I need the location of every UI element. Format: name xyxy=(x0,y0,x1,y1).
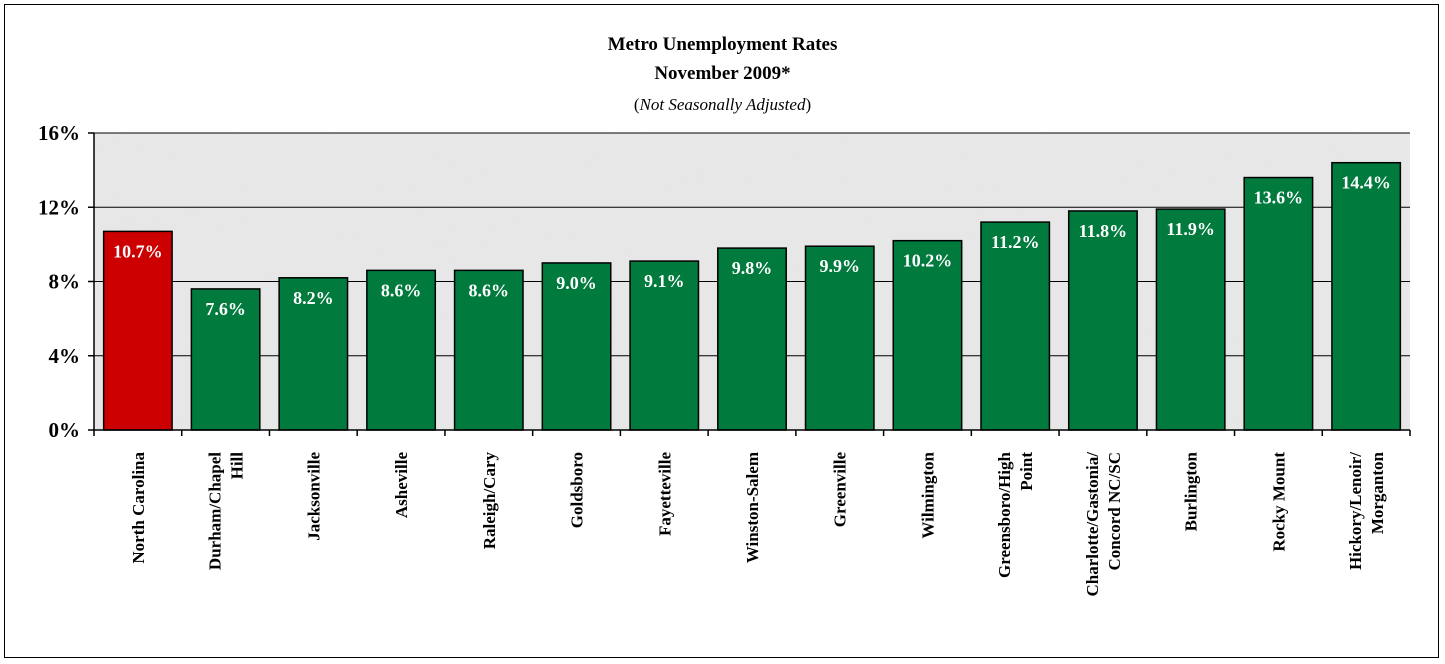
x-category-line: Winston-Salem xyxy=(743,452,762,563)
x-category-label: Goldsboro xyxy=(568,452,587,528)
x-category-label: Charlotte/Gastonia/Concord NC/SC xyxy=(1083,452,1124,597)
x-category-label: Greensboro/High Point xyxy=(995,451,1036,577)
data-label: 9.0% xyxy=(556,273,597,293)
bar xyxy=(1155,208,1226,431)
bar xyxy=(804,245,875,431)
x-category-label: Durham/Chapel Hill xyxy=(206,452,247,570)
x-category-label: Burlington xyxy=(1182,451,1201,531)
x-category-line: Hickory/Lenoir/ xyxy=(1346,452,1365,570)
data-labels: 10.7% 7.6% 8.2% 8.6% 8.6% 9.0% 9.1% 9.8% 9.9% 10.… xyxy=(113,173,1391,319)
data-label: 10.7% xyxy=(113,241,163,261)
x-category-label: Winston-Salem xyxy=(743,452,762,563)
bar xyxy=(1243,176,1314,431)
data-label: 8.6% xyxy=(469,280,510,300)
data-label: 7.6% xyxy=(205,299,246,319)
y-tick-label: 4% xyxy=(49,344,81,368)
bar xyxy=(190,288,261,431)
x-category-line: Greensboro/High xyxy=(995,451,1014,577)
x-category-line: Durham/Chapel xyxy=(206,452,225,570)
x-category-line: Point xyxy=(1017,452,1036,491)
x-category-label: Wilmington xyxy=(918,451,937,538)
data-label: 8.6% xyxy=(381,280,422,300)
x-category-line: North Carolina xyxy=(129,452,148,564)
data-label: 9.8% xyxy=(732,258,773,278)
bar xyxy=(717,247,787,431)
x-category-line: Raleigh/Cary xyxy=(480,452,499,550)
x-category-line: Concord NC/SC xyxy=(1105,452,1124,571)
x-category-label: Jacksonville xyxy=(304,452,323,541)
chart-note-close: ) xyxy=(805,95,812,114)
data-label: 9.1% xyxy=(644,271,685,291)
x-category-label: Asheville xyxy=(392,452,411,519)
data-label: 14.4% xyxy=(1341,173,1391,193)
bars xyxy=(102,161,1402,431)
x-category-label: Raleigh/Cary xyxy=(480,452,499,550)
y-tick-label: 0% xyxy=(49,418,81,442)
x-category-label: Rocky Mount xyxy=(1269,452,1288,552)
data-label: 11.8% xyxy=(1079,221,1128,241)
x-category-line: Hill xyxy=(228,452,247,480)
data-label: 13.6% xyxy=(1254,188,1304,208)
data-label: 11.2% xyxy=(991,232,1040,252)
x-category-line: Greenville xyxy=(831,452,850,528)
x-tick-labels: North Carolina Durham/Chapel Hill Jacksonvi… xyxy=(129,451,1387,596)
bar xyxy=(1331,161,1402,431)
x-category-line: Jacksonville xyxy=(304,452,323,541)
x-category-line: Goldsboro xyxy=(568,452,587,528)
bar xyxy=(1067,210,1138,431)
chart-note-open: ( xyxy=(633,95,640,114)
x-category-line: Rocky Mount xyxy=(1269,452,1288,552)
x-category-label: Fayetteville xyxy=(655,452,674,536)
bar xyxy=(629,260,700,431)
x-category-line: Charlotte/Gastonia/ xyxy=(1083,452,1102,597)
x-category-label: Greenville xyxy=(831,452,850,528)
data-label: 10.2% xyxy=(903,251,953,271)
y-tick-label: 16% xyxy=(38,121,80,145)
bar xyxy=(278,277,349,431)
axes xyxy=(88,132,1411,436)
x-category-label: North Carolina xyxy=(129,452,148,564)
x-category-line: Asheville xyxy=(392,452,411,519)
data-label: 8.2% xyxy=(293,288,334,308)
bar xyxy=(102,230,173,431)
bar xyxy=(453,269,524,431)
chart-title: Metro Unemployment Rates xyxy=(607,34,838,55)
chart-note-text: Not Seasonally Adjusted xyxy=(639,95,806,114)
x-category-line: Fayetteville xyxy=(655,452,674,536)
data-label: 9.9% xyxy=(819,256,860,276)
y-tick-label: 8% xyxy=(49,270,81,294)
bar xyxy=(892,239,963,431)
y-tick-labels: 0% 4% 8% 12% 16% xyxy=(38,121,80,442)
data-label: 11.9% xyxy=(1166,219,1215,239)
x-category-line: Morganton xyxy=(1368,451,1387,534)
x-category-line: Wilmington xyxy=(918,451,937,538)
chart-subtitle: November 2009* xyxy=(654,63,791,84)
chart-note: (Not Seasonally Adjusted) xyxy=(0,95,1445,115)
bar xyxy=(980,221,1051,431)
bar xyxy=(366,269,437,431)
y-tick-label: 12% xyxy=(38,195,80,219)
x-category-label: Hickory/Lenoir/Morganton xyxy=(1346,451,1387,570)
x-category-line: Burlington xyxy=(1182,451,1201,531)
